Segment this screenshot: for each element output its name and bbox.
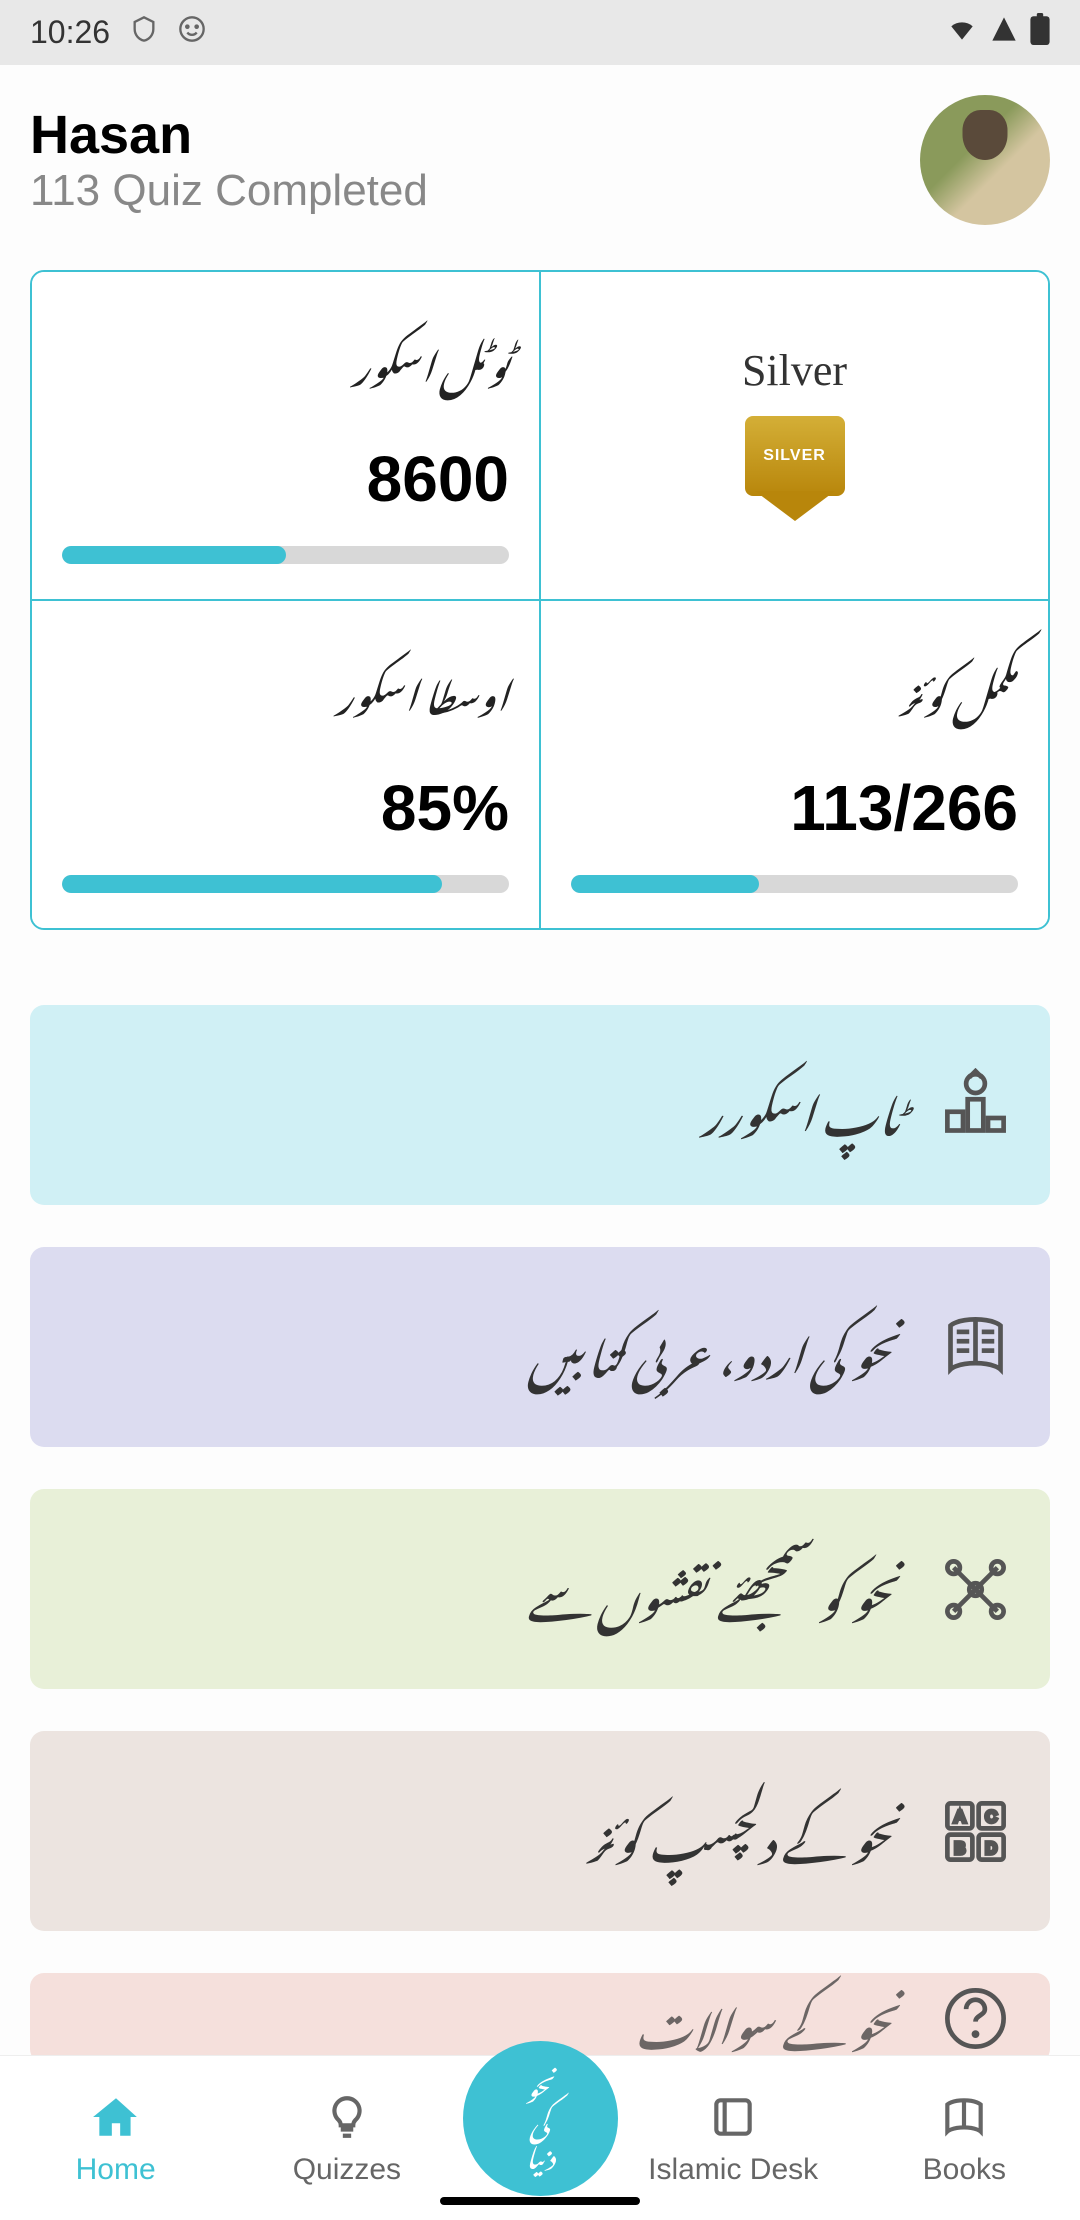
svg-text:D: D <box>985 1840 996 1857</box>
menu-card-text-3: نحو کے دلچسپ کوئز <box>65 1771 900 1891</box>
badge-icon: SILVER <box>745 416 845 526</box>
books-icon <box>937 2090 992 2145</box>
menu-card-icon-2 <box>935 1549 1015 1629</box>
quiz-complete-progress-fill <box>571 875 759 893</box>
svg-text:C: C <box>985 1809 996 1826</box>
average-score-value: 85% <box>62 771 509 845</box>
face-icon <box>178 14 206 51</box>
quiz-complete-value: 113/266 <box>571 771 1018 845</box>
menu-card-text-1: نحو کی اردو، عربی کتابیں <box>65 1287 900 1407</box>
home-indicator[interactable] <box>440 2197 640 2205</box>
status-bar: 10:26 <box>0 0 1080 65</box>
bulb-icon <box>319 2090 374 2145</box>
stats-grid: ٹوٹل اسکور 8600 Silver SILVER اوسطا اسکو… <box>30 270 1050 930</box>
menu-card-text-2: نحو کو سمجھئے نقشوں سے <box>65 1529 900 1649</box>
nav-quizzes[interactable]: Quizzes <box>231 2090 462 2187</box>
header: Hasan 113 Quiz Completed <box>30 95 1050 225</box>
menu-card-icon-0 <box>935 1065 1015 1145</box>
home-icon <box>88 2090 143 2145</box>
total-score-value: 8600 <box>62 442 509 516</box>
main-content: Hasan 113 Quiz Completed ٹوٹل اسکور 8600… <box>0 65 1080 2055</box>
nav-home[interactable]: Home <box>0 2090 231 2187</box>
average-score-card[interactable]: اوسطا اسکور 85% <box>32 601 541 928</box>
nav-books[interactable]: Books <box>849 2090 1080 2187</box>
stats-row-2: اوسطا اسکور 85% مکمل کوئز 113/266 <box>32 601 1048 928</box>
menu-card-0[interactable]: ٹاپ اسکورر <box>30 1005 1050 1205</box>
status-left: 10:26 <box>30 14 206 51</box>
signal-icon <box>990 14 1018 51</box>
desk-icon <box>706 2090 761 2145</box>
nav-books-label: Books <box>923 2153 1006 2187</box>
nav-islamic-desk[interactable]: Islamic Desk <box>618 2090 849 2187</box>
average-score-label: اوسطا اسکور <box>62 636 509 741</box>
bottom-nav: Home Quizzes نحوکیدنیا Islamic Desk Book… <box>0 2055 1080 2220</box>
quiz-complete-progress <box>571 875 1018 893</box>
badge-shield: SILVER <box>745 416 845 496</box>
header-text: Hasan 113 Quiz Completed <box>30 104 428 216</box>
question-icon <box>935 1978 1015 2055</box>
total-score-progress-fill <box>62 546 286 564</box>
nav-center-text: نحوکیدنیا <box>525 2068 554 2169</box>
menu-cards-container: ٹاپ اسکورر نحو کی اردو، عربی کتابیں نحو کو… <box>30 1005 1050 2055</box>
user-name: Hasan <box>30 104 428 166</box>
menu-card-1[interactable]: نحو کی اردو، عربی کتابیں <box>30 1247 1050 1447</box>
menu-card-2[interactable]: نحو کو سمجھئے نقشوں سے <box>30 1489 1050 1689</box>
battery-icon <box>1030 13 1050 53</box>
shield-icon <box>130 14 158 51</box>
wifi-icon <box>946 13 978 53</box>
status-right <box>946 13 1050 53</box>
stats-row-1: ٹوٹل اسکور 8600 Silver SILVER <box>32 272 1048 601</box>
average-score-progress-fill <box>62 875 442 893</box>
badge-card[interactable]: Silver SILVER <box>541 272 1048 599</box>
menu-card-text-4: نحو کے سوالات <box>65 1973 900 2055</box>
svg-text:A: A <box>954 1809 965 1826</box>
nav-quizzes-label: Quizzes <box>293 2153 401 2187</box>
total-score-label: ٹوٹل اسکور <box>62 307 509 412</box>
avatar[interactable] <box>920 95 1050 225</box>
quiz-completed-text: 113 Quiz Completed <box>30 166 428 216</box>
menu-card-icon-3: A C B D <box>935 1791 1015 1871</box>
menu-card-text-0: ٹاپ اسکورر <box>65 1045 900 1165</box>
menu-card-3[interactable]: نحو کے دلچسپ کوئز A C B D <box>30 1731 1050 1931</box>
quiz-complete-label: مکمل کوئز <box>571 636 1018 741</box>
nav-islamic-desk-label: Islamic Desk <box>648 2153 818 2187</box>
status-time: 10:26 <box>30 14 110 51</box>
badge-label: Silver <box>742 345 847 396</box>
nav-home-label: Home <box>76 2153 156 2187</box>
svg-text:B: B <box>954 1840 964 1857</box>
total-score-progress <box>62 546 509 564</box>
total-score-card[interactable]: ٹوٹل اسکور 8600 <box>32 272 541 599</box>
quiz-complete-card[interactable]: مکمل کوئز 113/266 <box>541 601 1048 928</box>
average-score-progress <box>62 875 509 893</box>
nav-center-logo[interactable]: نحوکیدنیا <box>463 2041 618 2196</box>
menu-card-icon-1 <box>935 1307 1015 1387</box>
